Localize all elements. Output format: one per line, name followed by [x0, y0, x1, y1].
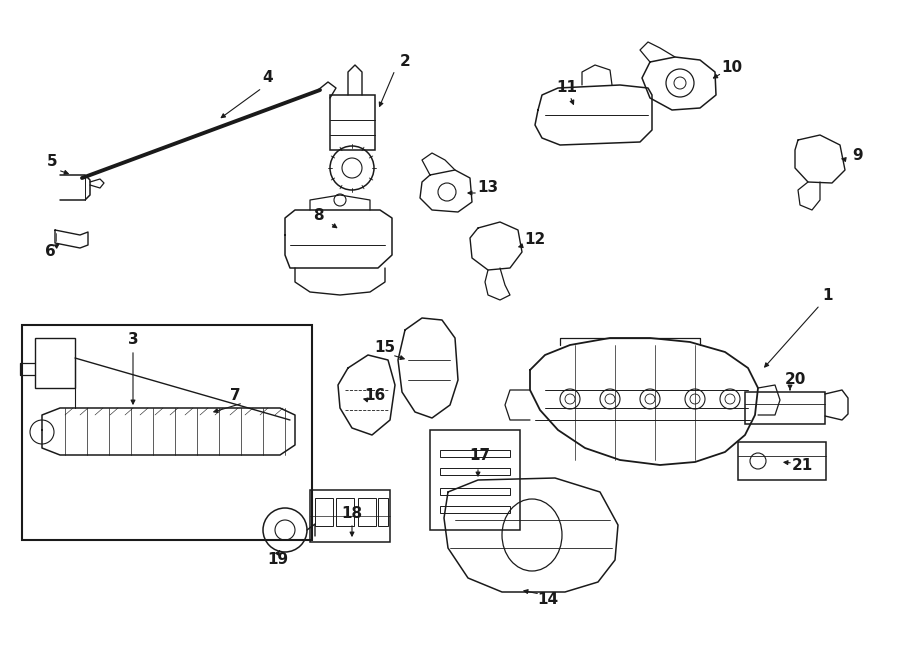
- Text: 7: 7: [230, 387, 240, 403]
- Text: 16: 16: [364, 387, 385, 403]
- Bar: [440, 488, 510, 495]
- Text: 4: 4: [263, 71, 274, 85]
- Text: 6: 6: [45, 245, 56, 260]
- Text: 19: 19: [267, 553, 289, 568]
- Bar: [745, 392, 825, 424]
- Bar: [22, 325, 312, 540]
- Text: 9: 9: [852, 147, 863, 163]
- Bar: [430, 430, 520, 530]
- Text: 8: 8: [312, 208, 323, 223]
- Text: 21: 21: [791, 459, 813, 473]
- Text: 10: 10: [722, 61, 742, 75]
- Text: 14: 14: [537, 592, 559, 607]
- Bar: [440, 450, 510, 457]
- Bar: [35, 338, 75, 388]
- Text: 15: 15: [374, 340, 396, 356]
- Bar: [440, 506, 510, 513]
- Bar: [310, 490, 390, 542]
- Text: 18: 18: [341, 506, 363, 520]
- Text: 20: 20: [784, 373, 806, 387]
- Bar: [315, 498, 333, 526]
- Bar: [440, 468, 510, 475]
- Text: 3: 3: [128, 332, 139, 348]
- Text: 17: 17: [470, 447, 490, 463]
- Text: 11: 11: [556, 81, 578, 95]
- Bar: [336, 498, 354, 526]
- Bar: [330, 95, 375, 150]
- Bar: [358, 498, 376, 526]
- Text: 13: 13: [477, 180, 499, 196]
- Text: 1: 1: [823, 288, 833, 303]
- Bar: [378, 498, 388, 526]
- Bar: [738, 442, 826, 480]
- Text: 5: 5: [47, 155, 58, 169]
- Text: 12: 12: [525, 233, 545, 247]
- Text: 2: 2: [400, 54, 410, 69]
